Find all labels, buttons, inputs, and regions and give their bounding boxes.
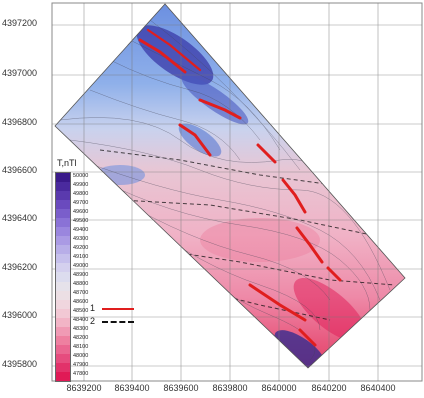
colorbar-segment [56,353,70,364]
colorbar-segment [56,371,70,382]
x-tick-label: 8640400 [360,383,396,393]
colorbar-label: 49700 [73,199,89,206]
colorbar-label: 50000 [73,172,89,179]
colorbar-label: 49400 [73,226,89,233]
colorbar-label: 49500 [73,217,89,224]
colorbar-segment [56,362,70,373]
colorbar-label: 49000 [73,262,89,269]
colorbar-label: 48400 [73,317,89,324]
colorbar-segment [56,290,70,301]
y-tick-label: 4396400 [2,213,38,223]
x-tick-label: 8639400 [114,383,150,393]
y-tick-label: 4395800 [2,359,38,369]
x-tick-label: 8639200 [66,383,102,393]
colorbar-segment [56,281,70,292]
colorbar-title: T,nTl [57,158,77,168]
black-dashed-line-swatch [102,321,134,323]
colorbar-segment [56,227,70,237]
y-tick-label: 4396800 [2,117,38,127]
colorbar-segment [56,254,70,264]
x-tick-label: 8640000 [261,383,297,393]
colorbar-segment [56,182,70,192]
fault-lines-type-1 [138,28,342,347]
y-tick-label: 4396200 [2,262,38,272]
colorbar-label: 49200 [73,244,89,251]
colorbar-segment [56,317,70,328]
colorbar-segment [56,326,70,337]
colorbar-label: 48700 [73,290,89,297]
colorbar-segment [56,245,70,255]
x-tick-label: 8639800 [212,383,248,393]
coordinate-grid [52,3,422,381]
colorbar-label: 48100 [73,344,89,351]
colorbar-segment [56,272,70,282]
colorbar-label: 47900 [73,362,89,369]
colorbar-label: 48200 [73,335,89,342]
colorbar [55,172,71,382]
colorbar-label: 48600 [73,299,89,306]
colorbar-label: 49800 [73,190,89,197]
colorbar-segment [56,335,70,346]
y-tick-label: 4396000 [2,310,38,320]
colorbar-label: 49900 [73,181,89,188]
colorbar-label: 49300 [73,235,89,242]
colorbar-segment [56,200,70,210]
legend-number: 2 [90,316,96,326]
colorbar-segment [56,209,70,219]
colorbar-label: 47800 [73,371,89,378]
colorbar-label: 48500 [73,308,89,315]
colorbar-segment [56,308,70,319]
y-tick-label: 4397000 [2,68,38,78]
colorbar-segment [56,263,70,273]
colorbar-label: 48300 [73,326,89,333]
x-tick-label: 8640200 [311,383,347,393]
red-solid-line-swatch [102,308,134,310]
colorbar-label: 48900 [73,272,89,278]
legend-number: 1 [90,303,96,313]
colorbar-segment [56,236,70,246]
colorbar-segment [56,191,70,201]
colorbar-segment [56,344,70,355]
colorbar-label: 49100 [73,253,89,260]
y-tick-label: 4396600 [2,165,38,175]
colorbar-segment [56,218,70,228]
colorbar-segment [56,299,70,310]
y-tick-label: 4397200 [2,18,38,28]
colorbar-segment [56,173,70,183]
colorbar-label: 49600 [73,208,89,215]
colorbar-label: 48800 [73,281,89,288]
colorbar-label: 48000 [73,353,89,360]
x-tick-label: 8639600 [163,383,199,393]
